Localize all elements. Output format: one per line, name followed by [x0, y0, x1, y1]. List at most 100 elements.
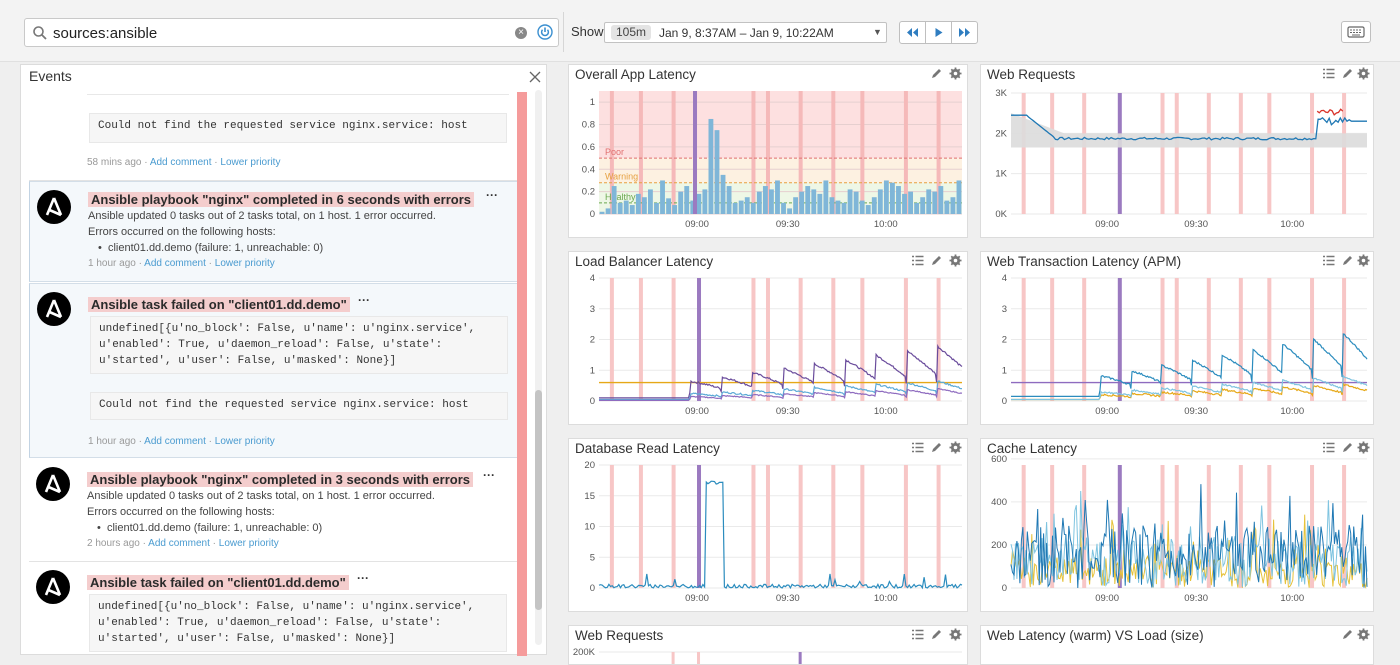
gear-icon[interactable]	[949, 254, 962, 267]
list-icon[interactable]	[1322, 254, 1335, 267]
pencil-icon[interactable]	[1341, 441, 1354, 454]
event-overlay	[697, 652, 701, 664]
more-icon[interactable]: ···	[486, 188, 498, 202]
gear-icon[interactable]	[1357, 441, 1370, 454]
event-overlay	[1238, 278, 1243, 401]
search-bar[interactable]: ×	[24, 18, 559, 47]
x-tick-label: 10:00	[1280, 593, 1304, 604]
event-item[interactable]: Ansible task failed on "client01.dd.demo…	[29, 562, 517, 656]
lower-priority-link[interactable]: Lower priority	[218, 538, 279, 549]
event-overlay	[765, 91, 770, 214]
event-overlay	[1342, 93, 1347, 214]
gear-icon[interactable]	[1357, 628, 1370, 641]
gear-icon[interactable]	[949, 441, 962, 454]
pencil-icon[interactable]	[930, 441, 943, 454]
gear-icon[interactable]	[949, 67, 962, 80]
series-line	[598, 480, 963, 590]
event-title[interactable]: Ansible task failed on "client01.dd.demo…	[87, 575, 349, 590]
list-icon[interactable]	[911, 628, 924, 641]
more-icon[interactable]: ···	[483, 468, 495, 482]
pencil-icon[interactable]	[1341, 628, 1354, 641]
event-title[interactable]: Ansible playbook "nginx" completed in 3 …	[87, 472, 474, 487]
y-tick-label: 0	[590, 396, 595, 407]
lower-priority-link[interactable]: Lower priority	[214, 258, 275, 269]
bar	[835, 200, 841, 214]
list-icon[interactable]	[1322, 441, 1335, 454]
event-overlay	[1021, 465, 1026, 588]
fast-forward-button[interactable]	[951, 21, 978, 44]
pencil-icon[interactable]	[1341, 67, 1354, 80]
zone-warning	[599, 158, 962, 183]
event-time: 1 hour ago	[88, 258, 136, 269]
bar	[877, 189, 883, 214]
bar	[732, 202, 738, 214]
pencil-icon[interactable]	[930, 628, 943, 641]
event-overlay	[1238, 465, 1243, 588]
event-item[interactable]: Ansible playbook "nginx" completed in 3 …	[29, 459, 517, 560]
event-description: Errors occurred on the following hosts:	[87, 506, 275, 518]
bar	[938, 186, 944, 214]
list-icon[interactable]	[1322, 67, 1335, 80]
time-range-select[interactable]: 105m Jan 9, 8:37AM – Jan 9, 10:22AM ▼	[604, 22, 887, 43]
event-overlay	[936, 91, 941, 214]
panel-overall-app-latency: Overall App Latency 0 0.2 0.4 0.6 0.8 1 Poor Wa…	[568, 64, 968, 238]
panel-database-read-latency: Database Read Latency 0 5 10 15 20 09:00 09:30…	[568, 438, 968, 612]
chart-load-balancer: 0 1 2 3 4 09:00 09:30 10:00	[590, 273, 963, 417]
y-tick-label: 400	[991, 497, 1007, 508]
y-tick-label: 0	[1002, 583, 1007, 594]
threshold-label: Warning	[605, 172, 638, 182]
play-button[interactable]	[925, 21, 952, 44]
list-icon[interactable]	[911, 441, 924, 454]
event-marker	[1117, 465, 1122, 588]
pencil-icon[interactable]	[930, 67, 943, 80]
bar	[805, 186, 811, 214]
add-comment-link[interactable]: Add comment	[144, 436, 206, 447]
list-icon[interactable]	[911, 254, 924, 267]
event-severity-bar	[517, 92, 527, 656]
scrollbar-thumb[interactable]	[535, 390, 542, 610]
event-host-text: client01.dd.demo (failure: 1, unreachabl…	[106, 522, 323, 534]
clear-icon[interactable]: ×	[515, 27, 527, 39]
power-icon[interactable]	[537, 24, 553, 40]
event-description: Errors occurred on the following hosts:	[88, 226, 276, 238]
rewind-button[interactable]	[899, 21, 926, 44]
event-host-text: client01.dd.demo (failure: 1, unreachabl…	[107, 242, 324, 254]
event-overlay	[1174, 93, 1179, 214]
bar	[708, 118, 714, 214]
event-title[interactable]: Ansible playbook "nginx" completed in 6 …	[88, 192, 475, 207]
more-icon[interactable]: ···	[357, 571, 369, 585]
gear-icon[interactable]	[1357, 67, 1370, 80]
event-title[interactable]: Ansible task failed on "client01.dd.demo…	[88, 297, 350, 312]
events-scrollbar[interactable]	[535, 90, 542, 645]
close-icon[interactable]	[528, 70, 542, 84]
event-overlay	[1267, 278, 1272, 401]
search-input[interactable]	[53, 23, 503, 43]
event-overlay	[1267, 93, 1272, 214]
lower-priority-link[interactable]: Lower priority	[214, 436, 275, 447]
panel-title: Load Balancer Latency	[575, 254, 714, 269]
gear-icon[interactable]	[949, 628, 962, 641]
pencil-icon[interactable]	[930, 254, 943, 267]
more-icon[interactable]: ···	[358, 293, 370, 307]
event-item[interactable]: Could not find the requested service ngi…	[29, 89, 517, 179]
add-comment-link[interactable]: Add comment	[144, 258, 206, 269]
add-comment-link[interactable]: Add comment	[149, 157, 212, 168]
series-line	[599, 380, 963, 401]
y-tick-label: 3	[590, 304, 595, 315]
lower-priority-link[interactable]: Lower priority	[220, 157, 281, 168]
chart-web-requests-2: 200K	[573, 647, 962, 664]
add-comment-link[interactable]: Add comment	[148, 538, 210, 549]
pencil-icon[interactable]	[1341, 254, 1354, 267]
bar	[841, 202, 847, 214]
search-icon	[33, 26, 47, 40]
bar	[950, 197, 956, 214]
gear-icon[interactable]	[1357, 254, 1370, 267]
event-item[interactable]: Ansible task failed on "client01.dd.demo…	[29, 283, 517, 458]
y-tick-label: 1	[590, 365, 595, 376]
keyboard-button[interactable]	[1341, 21, 1371, 43]
event-item[interactable]: Ansible playbook "nginx" completed in 6 …	[29, 181, 517, 282]
y-tick-label: 10	[584, 522, 595, 533]
event-overlay	[1082, 93, 1087, 214]
event-overlay	[1310, 93, 1315, 214]
play-icon	[935, 28, 943, 37]
